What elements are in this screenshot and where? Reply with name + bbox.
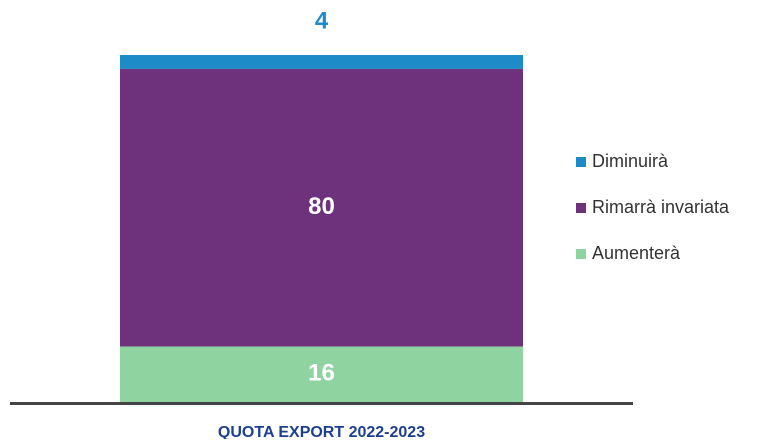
data-label: 16 [308, 360, 335, 387]
bar-segment [120, 346, 523, 402]
legend-swatch [576, 249, 586, 259]
legend-swatch [576, 203, 586, 213]
bar-segment [120, 55, 523, 69]
data-label: 80 [308, 193, 335, 220]
legend-swatch [576, 157, 586, 167]
bar-segment [120, 68, 523, 347]
legend-label: Diminuirà [592, 151, 669, 171]
legend-label: Aumenterà [592, 243, 681, 263]
data-label: 4 [315, 7, 329, 34]
legend-label: Rimarrà invariata [592, 197, 730, 217]
x-tick-label: QUOTA EXPORT 2022-2023 [218, 424, 425, 439]
